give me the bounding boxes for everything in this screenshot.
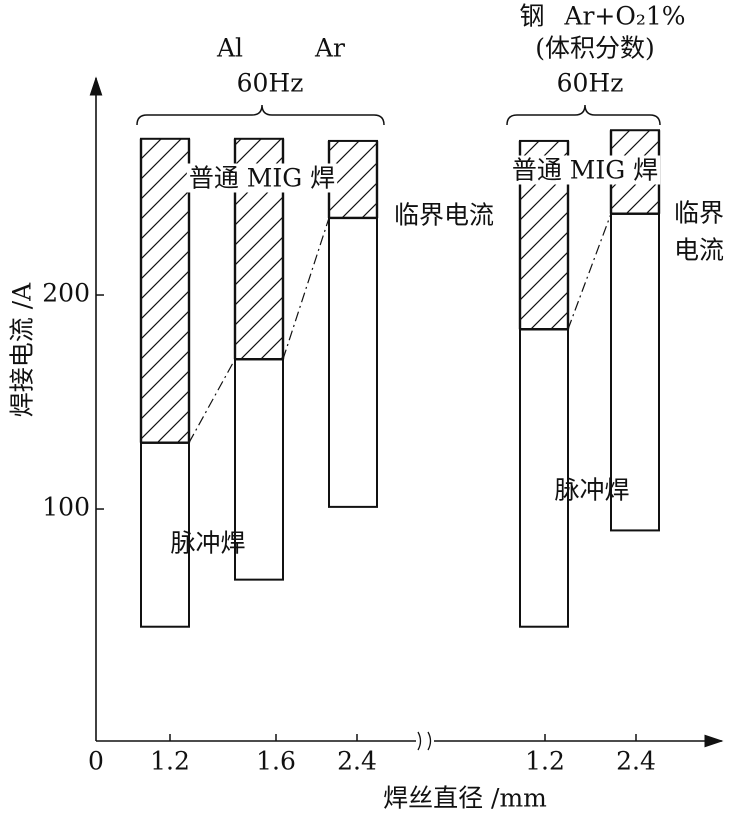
x-tick-label: 2.4 xyxy=(616,747,656,776)
group-header: Al xyxy=(216,34,243,63)
label-background xyxy=(186,163,338,193)
critical-connector xyxy=(188,358,236,443)
group-brace xyxy=(136,104,385,126)
x-tick-label: 1.2 xyxy=(150,747,190,776)
pulse-range-bar xyxy=(234,358,284,581)
y-tick-label: 100 xyxy=(42,493,90,522)
critical-label: 临界电流 xyxy=(394,201,494,230)
x-axis-label: 焊丝直径 /mm xyxy=(383,784,547,813)
origin-label: 0 xyxy=(88,747,104,776)
group-header: (体积分数) xyxy=(535,34,655,63)
critical-connector xyxy=(567,213,612,330)
group-header: Ar xyxy=(314,34,345,63)
pulse-range-bar xyxy=(610,212,660,532)
normal-mig-label: 普通 MIG 焊 xyxy=(512,156,658,185)
group-header: 钢 xyxy=(519,2,544,31)
x-tick-label: 2.4 xyxy=(337,747,377,776)
x-tick-label: 1.2 xyxy=(525,747,565,776)
critical-label: 电流 xyxy=(674,236,724,265)
group-header: Ar+O₂1% xyxy=(563,2,685,31)
label-background xyxy=(509,155,661,185)
pulse-label: 脉冲焊 xyxy=(170,529,245,558)
pulse-range-bar xyxy=(519,328,569,628)
group-frequency: 60Hz xyxy=(237,69,304,98)
critical-label: 临界 xyxy=(674,199,724,228)
group-frequency: 60Hz xyxy=(557,69,624,98)
normal-range-bar xyxy=(140,137,190,444)
group-brace xyxy=(506,104,661,126)
critical-connector xyxy=(282,217,330,360)
normal-mig-label: 普通 MIG 焊 xyxy=(189,164,335,193)
axis-break xyxy=(417,731,432,751)
y-axis-label: 焊接电流 /A xyxy=(8,282,37,417)
y-tick-label: 200 xyxy=(42,279,90,308)
pulse-range-bar xyxy=(328,216,378,508)
pulse-label: 脉冲焊 xyxy=(554,476,629,505)
x-tick-label: 1.6 xyxy=(256,747,296,776)
pulse-range-bar xyxy=(140,441,190,628)
